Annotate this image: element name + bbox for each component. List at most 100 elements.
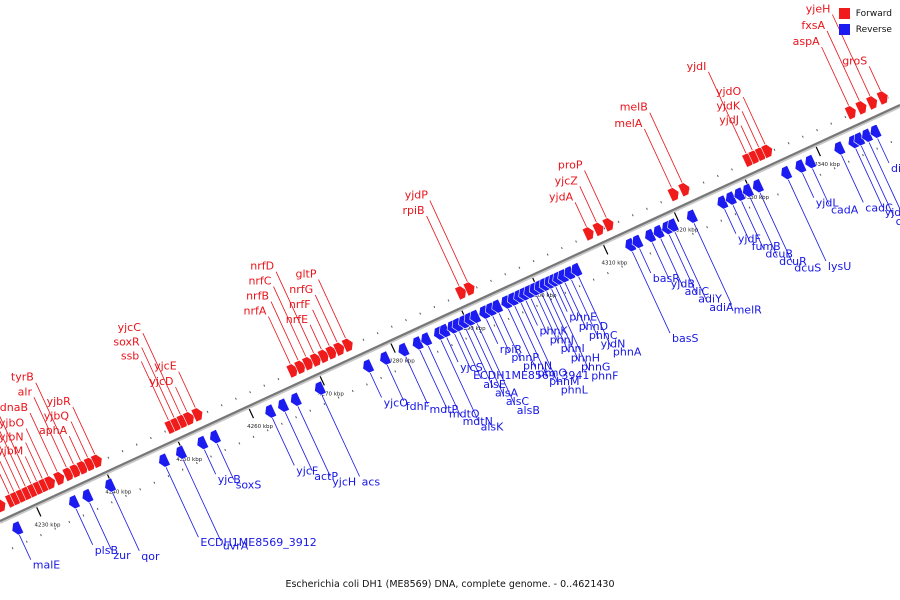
leader-line <box>821 46 850 106</box>
forward-gene-label: yjeH <box>806 3 831 16</box>
forward-gene-label: yjcE <box>154 360 177 373</box>
minor-tick <box>376 332 379 335</box>
leader-line <box>740 125 753 151</box>
forward-gene-arrow <box>854 100 868 116</box>
leader-line <box>724 209 737 234</box>
reverse-gene-label: plsB <box>95 544 118 557</box>
forward-gene-label: nrfC <box>248 275 271 288</box>
minor-tick <box>801 135 804 138</box>
leader-line <box>216 443 235 480</box>
reverse-gene-arrow <box>644 227 657 243</box>
leader-line <box>0 473 10 494</box>
leader-line <box>546 291 580 362</box>
forward-gene-arrow-shape <box>677 182 690 198</box>
leader-line <box>525 300 538 326</box>
minor-tick <box>805 180 808 183</box>
minor-tick <box>25 540 28 543</box>
forward-gene-label: yjbR <box>47 395 72 408</box>
leader-line <box>275 271 314 354</box>
legend-forward: Forward <box>838 8 892 19</box>
minor-tick <box>309 409 312 412</box>
minor-tick <box>451 344 453 347</box>
reverse-gene-arrow <box>277 397 290 413</box>
reverse-gene-label: rpiR <box>500 343 523 356</box>
forward-gene-arrow-shape <box>666 187 680 203</box>
forward-gene-label: yjcC <box>118 321 142 334</box>
forward-gene-arrow-shape <box>52 471 65 487</box>
minor-tick <box>394 370 397 373</box>
leader-line <box>454 333 472 371</box>
reverse-gene-arrow-shape <box>570 262 584 278</box>
leader-line <box>75 508 94 545</box>
reverse-gene-arrow <box>412 335 425 351</box>
backbone-shadow <box>0 105 900 524</box>
forward-gene-arrow <box>462 281 476 297</box>
reverse-gene-arrow-shape <box>314 380 327 396</box>
leader-line <box>165 467 199 538</box>
reverse-gene-arrow-shape <box>716 194 730 210</box>
forward-gene-label: yjbO <box>0 417 24 430</box>
forward-gene-arrow <box>43 475 56 491</box>
leader-line <box>111 492 140 551</box>
minor-tick <box>210 455 212 458</box>
forward-gene-label: yjcD <box>149 375 173 388</box>
minor-tick <box>720 219 723 222</box>
forward-gene-label: alr <box>18 385 33 398</box>
ruler-tick <box>673 212 680 222</box>
reverse-gene-arrow-shape <box>833 140 847 156</box>
forward-gene-arrow <box>454 285 467 301</box>
forward-gene-label: melA <box>614 117 643 130</box>
reverse-gene-label: soxS <box>236 479 262 492</box>
minor-tick <box>224 448 227 452</box>
leader-line <box>471 326 505 397</box>
reverse-gene-arrow <box>469 308 482 324</box>
minor-tick <box>830 122 833 125</box>
forward-gene-arrow-shape <box>0 498 7 514</box>
ruler-tick <box>390 343 396 353</box>
reverse-gene-arrow <box>570 262 584 278</box>
leader-line <box>651 242 670 279</box>
minor-tick <box>493 324 496 327</box>
gene-labels: ubiAdgkAlexAdinFyjbJyjbLyjbMyjbNyjbOdnaB… <box>0 3 900 572</box>
minor-tick <box>578 285 581 288</box>
minor-tick <box>121 450 124 453</box>
leader-line <box>632 251 671 334</box>
reverse-gene-arrow-shape <box>853 131 867 147</box>
minor-tick <box>436 350 439 353</box>
minor-tick <box>249 391 251 394</box>
reverse-gene-label: cadA <box>831 204 859 217</box>
forward-gene-label: rpiB <box>402 204 424 217</box>
reverse-gene-arrow <box>861 127 874 143</box>
leader-line <box>72 406 96 455</box>
leader-line <box>476 323 516 405</box>
leader-line <box>841 155 864 203</box>
minor-tick <box>649 252 652 255</box>
minor-tick <box>220 404 223 407</box>
reverse-gene-label: adiA <box>709 301 734 314</box>
forward-gene-arrow <box>865 95 878 111</box>
forward-gene-arrow-shape <box>285 363 299 379</box>
ruler-tick <box>815 146 821 157</box>
leader-line <box>639 248 652 274</box>
forward-gene-label: yjbQ <box>44 410 70 423</box>
minor-tick <box>532 260 535 263</box>
reverse-gene-arrow <box>780 165 794 181</box>
reverse-gene-label: yjdL <box>816 197 840 210</box>
leader-line <box>297 406 331 477</box>
reverse-gene-label: lysU <box>828 260 851 273</box>
leader-line <box>536 295 559 344</box>
ruler-ticks: 4230 kbp 4240 kbp 4250 kbp 4260 kbp 4270 kbp… <box>8 96 893 550</box>
leader-line <box>142 333 181 415</box>
leader-line <box>29 412 58 472</box>
reverse-gene-label: acs <box>362 476 381 489</box>
minor-tick <box>646 207 648 210</box>
reverse-gene-arrow-shape <box>631 233 645 249</box>
minor-tick <box>366 383 368 386</box>
reverse-gene-label: phnD <box>579 320 608 333</box>
reverse-gene-arrow <box>397 341 411 357</box>
reverse-gene-label: ECDH1ME8569_3941 <box>473 369 589 382</box>
minor-tick <box>507 317 510 321</box>
reverse-gene-label: yjdN <box>601 338 626 351</box>
forward-gene-arrow <box>666 187 680 203</box>
